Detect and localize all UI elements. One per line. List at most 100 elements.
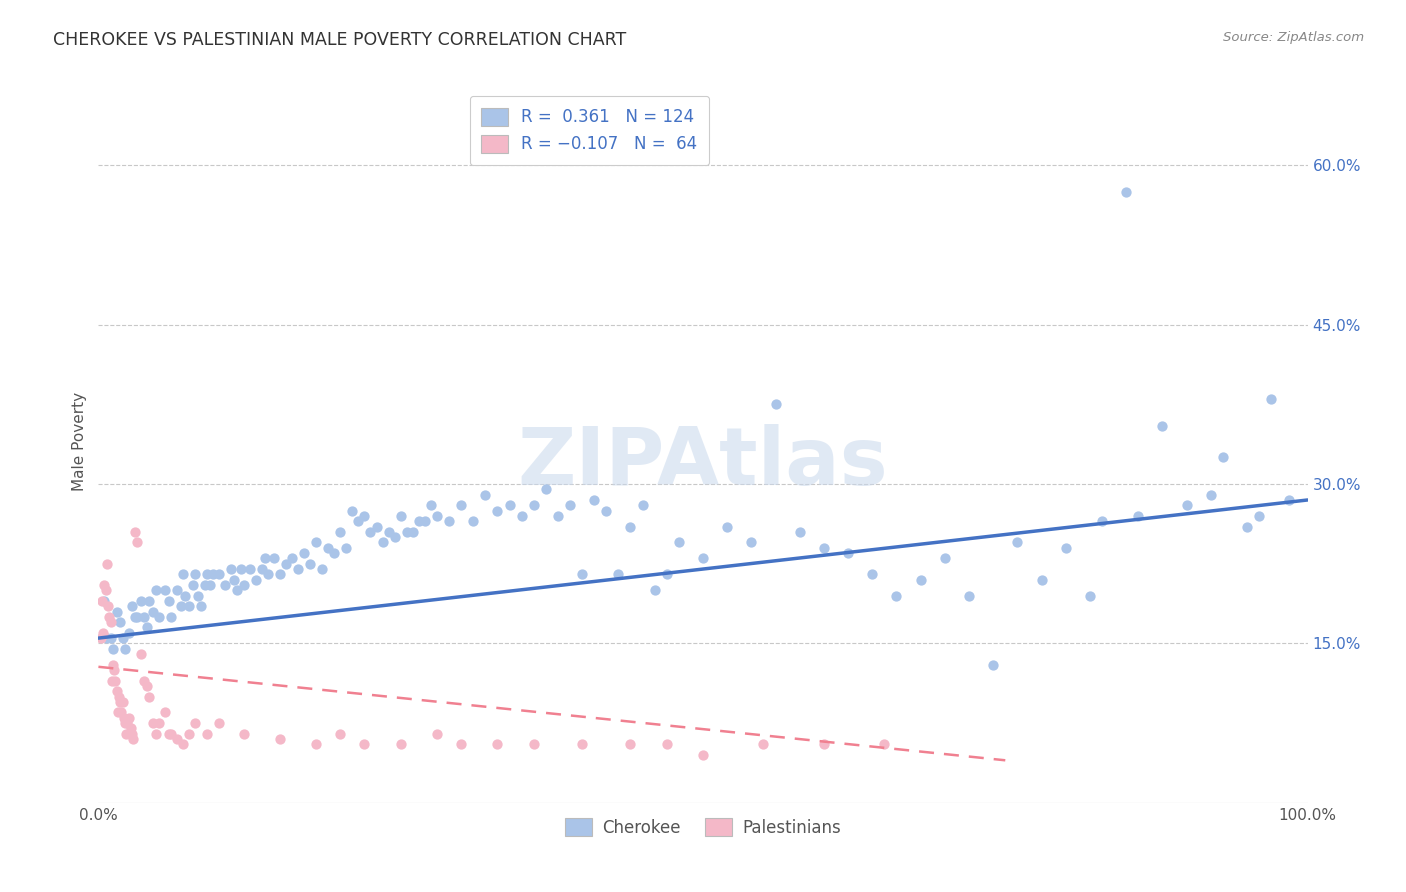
Point xyxy=(1115,185,1137,199)
Point xyxy=(366,519,388,533)
Point xyxy=(287,562,309,576)
Point xyxy=(426,508,449,523)
Point xyxy=(420,498,443,512)
Point xyxy=(208,567,231,582)
Point xyxy=(118,727,141,741)
Point xyxy=(1054,541,1077,555)
Point xyxy=(619,737,641,751)
Point xyxy=(208,716,231,731)
Point xyxy=(138,594,160,608)
Text: ZIPAtlas: ZIPAtlas xyxy=(517,425,889,502)
Point xyxy=(395,524,418,539)
Point xyxy=(360,524,382,539)
Point xyxy=(93,578,115,592)
Point xyxy=(692,551,714,566)
Point xyxy=(873,737,896,751)
Point xyxy=(174,589,197,603)
Point xyxy=(1236,519,1258,533)
Point xyxy=(222,573,245,587)
Point xyxy=(153,583,176,598)
Point xyxy=(377,524,399,539)
Point xyxy=(110,706,132,720)
Point xyxy=(107,706,129,720)
Point xyxy=(111,695,134,709)
Text: CHEROKEE VS PALESTINIAN MALE POVERTY CORRELATION CHART: CHEROKEE VS PALESTINIAN MALE POVERTY COR… xyxy=(53,31,627,49)
Legend: Cherokee, Palestinians: Cherokee, Palestinians xyxy=(554,806,852,848)
Point xyxy=(1260,392,1282,406)
Point xyxy=(347,514,370,528)
Point xyxy=(91,625,114,640)
Point xyxy=(145,727,167,741)
Point xyxy=(115,727,138,741)
Point xyxy=(463,514,485,528)
Point xyxy=(198,578,221,592)
Point xyxy=(135,679,157,693)
Point xyxy=(655,737,678,751)
Point xyxy=(108,695,131,709)
Point xyxy=(299,557,322,571)
Point xyxy=(226,583,249,598)
Point xyxy=(1091,514,1114,528)
Point xyxy=(837,546,859,560)
Point xyxy=(179,727,201,741)
Point xyxy=(134,673,156,688)
Point xyxy=(153,706,176,720)
Point xyxy=(619,519,641,533)
Point xyxy=(232,578,254,592)
Point xyxy=(101,657,124,672)
Point xyxy=(957,589,980,603)
Point xyxy=(120,722,142,736)
Point xyxy=(118,711,141,725)
Point xyxy=(329,524,352,539)
Point xyxy=(121,727,143,741)
Point xyxy=(122,732,145,747)
Point xyxy=(169,599,191,614)
Point xyxy=(981,657,1004,672)
Point xyxy=(274,557,297,571)
Point xyxy=(1031,573,1053,587)
Point xyxy=(138,690,160,704)
Point xyxy=(402,524,425,539)
Point xyxy=(202,567,225,582)
Point xyxy=(311,562,333,576)
Point xyxy=(305,737,328,751)
Point xyxy=(342,503,364,517)
Point xyxy=(813,737,835,751)
Point xyxy=(450,498,472,512)
Point xyxy=(100,673,122,688)
Point xyxy=(91,594,114,608)
Point xyxy=(1007,535,1029,549)
Point xyxy=(135,620,157,634)
Point xyxy=(668,535,690,549)
Point xyxy=(716,519,738,533)
Point xyxy=(245,573,267,587)
Point xyxy=(121,599,143,614)
Point xyxy=(117,716,139,731)
Point xyxy=(194,578,217,592)
Point xyxy=(644,583,666,598)
Point xyxy=(389,508,412,523)
Point xyxy=(305,535,328,549)
Point xyxy=(112,711,135,725)
Point xyxy=(813,541,835,555)
Point xyxy=(195,567,218,582)
Point xyxy=(100,615,122,630)
Point xyxy=(190,599,212,614)
Point xyxy=(740,535,762,549)
Point xyxy=(179,599,201,614)
Point xyxy=(389,737,412,751)
Point xyxy=(111,631,134,645)
Point xyxy=(114,716,136,731)
Point xyxy=(166,732,188,747)
Point xyxy=(118,625,141,640)
Point xyxy=(1128,508,1150,523)
Point xyxy=(534,483,557,497)
Point xyxy=(765,397,787,411)
Point xyxy=(129,594,152,608)
Point xyxy=(142,605,165,619)
Point xyxy=(384,530,406,544)
Point xyxy=(263,551,285,566)
Point xyxy=(90,631,112,645)
Point xyxy=(426,727,449,741)
Point xyxy=(105,684,128,698)
